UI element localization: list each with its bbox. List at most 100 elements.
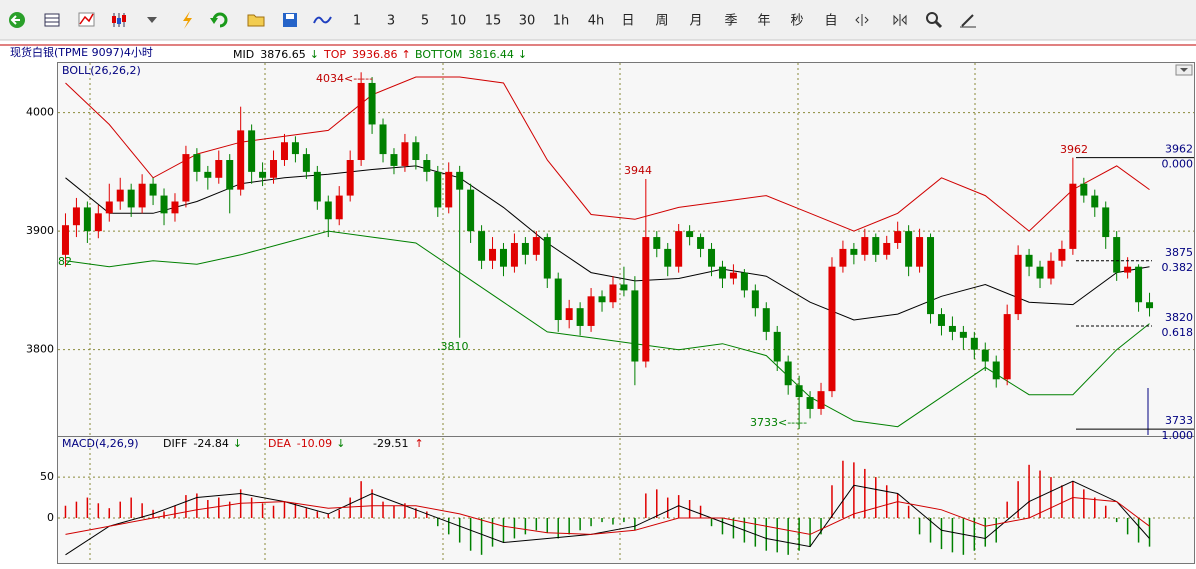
line-chart-button[interactable] <box>78 12 95 27</box>
candle-body <box>138 183 146 208</box>
candle-body <box>390 154 398 166</box>
dropdown-button[interactable] <box>147 17 157 23</box>
zoom-button[interactable] <box>926 12 943 29</box>
candle-body <box>708 248 716 267</box>
candle-body <box>302 154 310 172</box>
annotation: 3962 <box>1060 143 1088 156</box>
legend-name: MID <box>233 48 254 61</box>
candle-body <box>1124 266 1132 273</box>
candle-body <box>1025 254 1033 267</box>
kline-button[interactable] <box>112 13 126 27</box>
toolbar-button[interactable]: 1 <box>353 14 361 29</box>
toolbar-button[interactable]: 30 <box>519 14 536 29</box>
candle-body <box>609 284 617 303</box>
candle-body <box>280 142 288 161</box>
candle-body <box>861 237 869 255</box>
candle-body <box>872 237 880 255</box>
toolbar-button[interactable]: 周 <box>655 14 668 29</box>
legend-value: 3816.44 <box>468 48 514 61</box>
candle-body <box>127 189 135 208</box>
instrument-name: 现货白银(TPME 9097)4小时 <box>10 45 153 59</box>
toolbar-button[interactable]: 自 <box>824 14 837 29</box>
candle-body <box>905 231 913 267</box>
back-button[interactable] <box>9 12 25 28</box>
candle-body <box>171 201 179 214</box>
candle-body <box>916 237 924 267</box>
toolbar-button[interactable]: 月 <box>689 14 702 29</box>
toolbar-button[interactable]: 季 <box>724 14 737 29</box>
candle-body <box>850 248 858 255</box>
legend-name: DIFF <box>163 437 187 450</box>
toolbar-button[interactable]: 4h <box>588 14 605 29</box>
candle-body <box>532 237 540 255</box>
split-left-button[interactable] <box>855 14 869 26</box>
legend-arrow: ↑ <box>414 437 423 450</box>
toolbar-button[interactable]: 15 <box>485 14 502 29</box>
candle-body <box>740 272 748 291</box>
candle-body <box>193 154 201 172</box>
candle-body <box>270 160 278 178</box>
wave-button[interactable] <box>313 16 332 24</box>
candle-body <box>456 171 464 190</box>
legend-name: BOTTOM <box>415 48 462 61</box>
legend-entry: DEA -10.09 ↓ <box>268 437 345 450</box>
candle-body <box>664 248 672 267</box>
candle-body <box>423 160 431 172</box>
candle-body <box>773 331 781 362</box>
toolbar-button[interactable]: 3 <box>387 14 395 29</box>
candle-body <box>762 308 770 332</box>
toolbar-button[interactable]: 10 <box>450 14 467 29</box>
fib-level: 3962 <box>1165 143 1193 156</box>
candle-body <box>839 248 847 267</box>
candle-body <box>959 331 967 338</box>
candle-body <box>521 242 529 255</box>
candle-body <box>981 349 989 362</box>
toolbar <box>0 0 1196 40</box>
candle-body <box>61 225 69 255</box>
candle-body <box>587 296 595 326</box>
candle-body <box>686 231 694 238</box>
y-tick-label: 0 <box>47 511 54 524</box>
candle-body <box>543 237 551 279</box>
table-button[interactable] <box>44 13 60 27</box>
annotation: .3810 <box>437 340 469 353</box>
refresh-button[interactable] <box>210 12 228 28</box>
indicator-line <box>65 230 1150 428</box>
toolbar-button[interactable]: 秒 <box>790 14 803 29</box>
fib-level: 3875 <box>1165 246 1193 259</box>
flash-button[interactable] <box>183 11 192 29</box>
toolbar-button[interactable]: 年 <box>757 14 770 29</box>
toolbar-button[interactable]: 5 <box>421 14 429 29</box>
indicator-line <box>65 496 1150 535</box>
candle-body <box>83 207 91 232</box>
fib-level: 3733 <box>1165 414 1193 427</box>
candle-body <box>324 201 332 220</box>
y-tick-label: 50 <box>40 470 54 483</box>
save-button[interactable] <box>283 13 297 27</box>
candle-body <box>631 290 639 362</box>
open-button[interactable] <box>247 14 265 27</box>
time-grid <box>89 63 976 563</box>
candle-body <box>510 242 518 267</box>
draw-button[interactable] <box>960 14 976 28</box>
candle-body <box>489 248 497 261</box>
candle-body <box>751 290 759 309</box>
candle-body <box>1113 237 1121 273</box>
toolbar-button[interactable]: 1h <box>553 14 570 29</box>
candle-body <box>357 82 365 161</box>
annotation: 3944 <box>624 164 652 177</box>
panel-button-arrow <box>1180 68 1188 72</box>
candle-body <box>116 189 124 202</box>
candle-body <box>149 183 157 196</box>
candle-body <box>894 231 902 243</box>
candle-body <box>718 266 726 279</box>
toolbar-buttons: 1 3 5 10 15 30 1h 4h 日 周 月 季 年 秒 自 <box>9 11 976 29</box>
legend-arrow: ↓ <box>233 437 242 450</box>
split-right-button[interactable] <box>893 14 907 26</box>
candle-body <box>554 278 562 321</box>
candle-body <box>817 391 825 409</box>
fib-ratio: 0.382 <box>1162 261 1194 274</box>
candle-body <box>1036 266 1044 279</box>
toolbar-button[interactable]: 日 <box>621 14 634 29</box>
